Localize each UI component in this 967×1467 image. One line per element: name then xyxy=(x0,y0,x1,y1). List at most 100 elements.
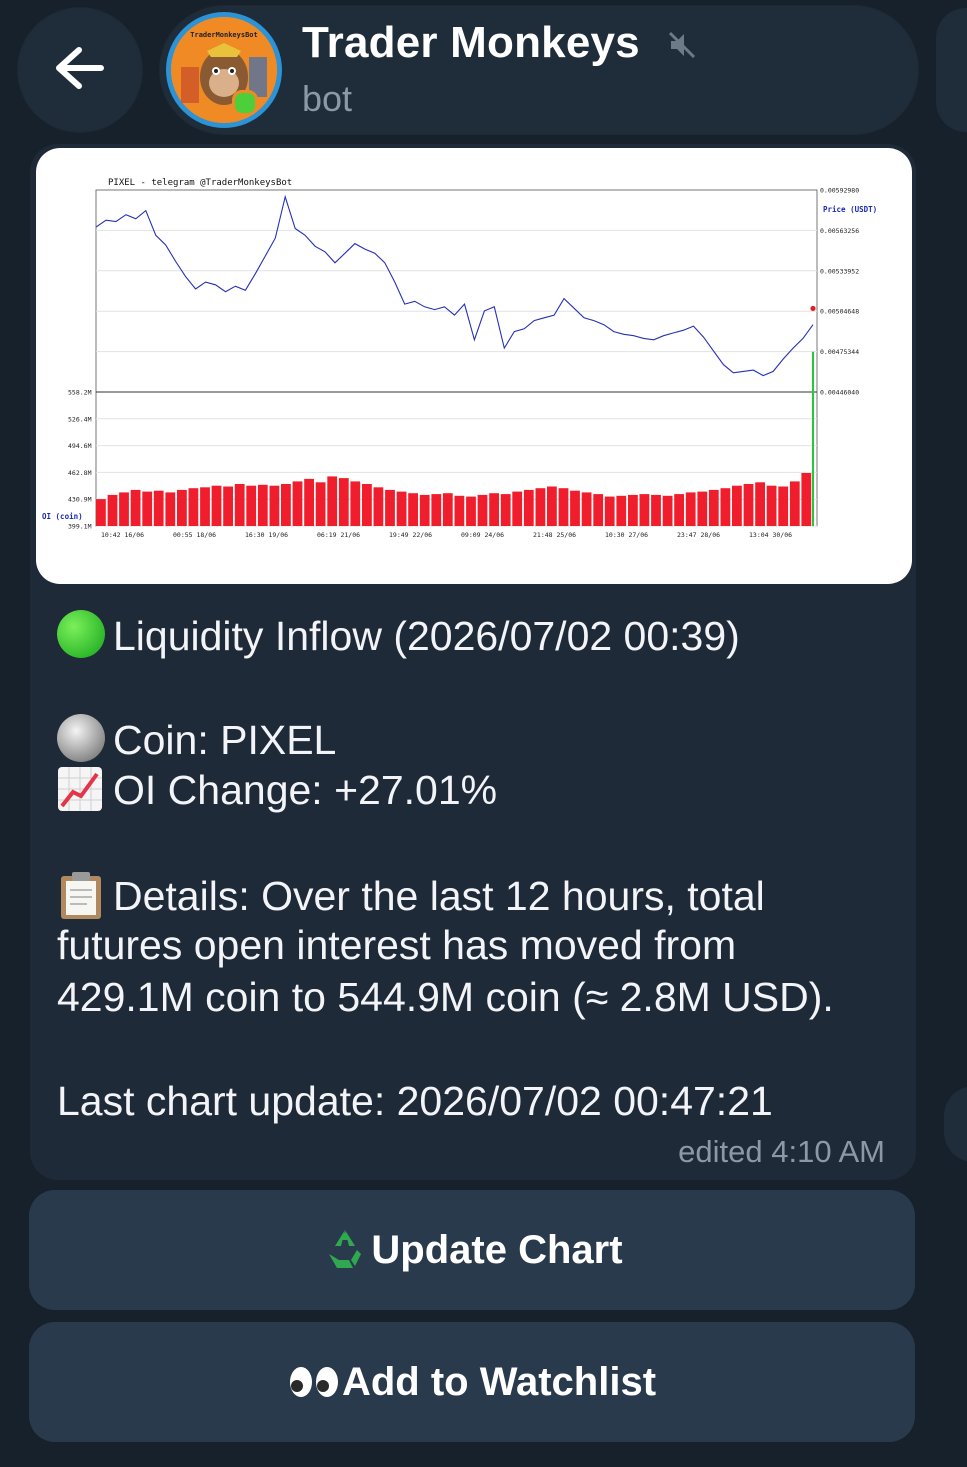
oi-tick-label: 399.1M xyxy=(68,523,92,531)
oi-bar xyxy=(130,489,141,526)
x-tick-label: 23:47 28/06 xyxy=(677,531,720,539)
update-chart-label: Update Chart xyxy=(371,1227,623,1272)
chat-header[interactable] xyxy=(160,6,918,134)
oi-bar xyxy=(616,495,627,526)
clipboard-icon xyxy=(57,870,105,920)
coin-icon xyxy=(57,714,105,762)
oi-bar xyxy=(558,488,569,526)
oi-bar xyxy=(674,494,684,526)
muted-icon xyxy=(668,30,696,65)
oi-bar xyxy=(651,494,661,526)
oi-change-text: OI Change: +27.01% xyxy=(113,767,498,813)
oi-bar xyxy=(628,494,638,526)
x-tick-label: 00:55 18/06 xyxy=(173,531,216,539)
details-text-1: Details: Over the last 12 hours, total xyxy=(113,873,765,919)
oi-bar xyxy=(685,492,696,526)
oi-bar xyxy=(165,492,176,526)
last-update-line: Last chart update: 2026/07/02 00:47:21 xyxy=(57,1078,773,1124)
arrow-left-icon xyxy=(55,46,105,95)
oi-bar xyxy=(766,485,777,526)
oi-bar xyxy=(350,481,361,526)
chart-increasing-icon xyxy=(57,766,103,812)
chart-image[interactable]: PIXEL - telegram @TraderMonkeysBot Price… xyxy=(36,148,912,584)
oi-bar xyxy=(639,494,650,526)
inflow-line: Liquidity Inflow (2026/07/02 00:39) xyxy=(57,610,740,660)
x-tick-label: 10:30 27/06 xyxy=(605,531,648,539)
oi-bar xyxy=(570,490,580,526)
oi-bar xyxy=(211,485,222,526)
oi-tick-label: 526.4M xyxy=(68,415,92,423)
oi-bar xyxy=(304,478,314,526)
oi-bar xyxy=(755,482,765,526)
oi-bar xyxy=(778,486,789,526)
x-tick-label: 16:30 19/06 xyxy=(245,531,288,539)
chat-title[interactable]: Trader Monkeys xyxy=(302,18,640,67)
details-line-2: futures open interest has moved from xyxy=(57,922,737,968)
price-series-line xyxy=(95,194,814,377)
oi-bar xyxy=(466,496,476,526)
oi-bar xyxy=(442,493,453,526)
oi-tick-label: 430.9M xyxy=(68,496,92,504)
oi-bar xyxy=(732,485,742,526)
oi-bar xyxy=(708,489,719,526)
last-price-marker xyxy=(810,305,816,312)
inflow-title: Liquidity Inflow (2026/07/02 00:39) xyxy=(113,613,740,659)
oi-bar xyxy=(408,493,418,526)
x-tick-label: 09:09 24/06 xyxy=(461,531,504,539)
oi-bar xyxy=(234,484,245,526)
chart-title: PIXEL - telegram @TraderMonkeysBot xyxy=(108,178,292,188)
oi-change-line: OI Change: +27.01% xyxy=(57,766,497,814)
oi-bar xyxy=(292,481,303,526)
svg-text:TraderMonkeysBot: TraderMonkeysBot xyxy=(190,31,257,39)
oi-bar xyxy=(801,473,812,526)
scroll-down-button[interactable] xyxy=(944,1086,967,1162)
plot-frame xyxy=(95,189,818,527)
coin-text: Coin: PIXEL xyxy=(113,717,337,763)
online-status-dot xyxy=(232,90,258,116)
oi-bar xyxy=(789,481,800,526)
oi-bar xyxy=(523,489,534,526)
oi-bar xyxy=(419,494,430,526)
oi-bar xyxy=(142,491,153,526)
oi-tick-label: 462.8M xyxy=(68,469,92,477)
header-action-button[interactable] xyxy=(936,8,967,132)
oi-bar xyxy=(119,492,129,526)
back-button[interactable] xyxy=(18,8,142,132)
oi-bar xyxy=(547,486,557,526)
oi-bar xyxy=(581,492,592,526)
oi-bar xyxy=(535,488,546,526)
oi-bar xyxy=(362,484,372,526)
update-chart-button[interactable]: Update Chart xyxy=(29,1190,915,1310)
oi-tick-label: 494.6M xyxy=(68,442,92,450)
oi-bar xyxy=(454,495,465,526)
coin-line: Coin: PIXEL xyxy=(57,714,336,764)
add-to-watchlist-button[interactable]: Add to Watchlist xyxy=(29,1322,915,1442)
x-tick-label: 19:49 22/06 xyxy=(389,531,432,539)
oi-bar xyxy=(720,488,731,526)
oi-bar xyxy=(489,493,499,526)
eyes-icon xyxy=(288,1362,340,1402)
bot-avatar[interactable]: TraderMonkeysBot xyxy=(166,12,282,128)
monkey-logo-icon: TraderMonkeysBot xyxy=(171,17,277,123)
price-axis-label: Price (USDT) xyxy=(823,205,877,214)
price-tick-label: 0.00446040 xyxy=(820,389,859,397)
recycle-icon xyxy=(321,1226,369,1274)
oi-bar xyxy=(246,485,257,526)
oi-bar xyxy=(396,491,407,526)
oi-bar xyxy=(107,494,118,526)
green-circle-icon xyxy=(57,610,105,658)
price-tick-label: 0.00533952 xyxy=(820,267,859,275)
chat-subtitle: bot xyxy=(302,78,353,119)
oi-bar xyxy=(373,487,384,526)
oi-bar xyxy=(315,482,326,526)
x-tick-label: 13:04 30/06 xyxy=(749,531,792,539)
oi-bar xyxy=(431,494,442,526)
oi-bar xyxy=(500,494,511,526)
oi-bar xyxy=(257,484,268,526)
oi-bar xyxy=(188,488,199,526)
price-tick-label: 0.00475344 xyxy=(820,348,859,356)
edited-timestamp: edited 4:10 AM xyxy=(678,1134,885,1169)
oi-bar xyxy=(327,476,338,526)
x-tick-label: 21:48 25/06 xyxy=(533,531,576,539)
price-tick-label: 0.00592980 xyxy=(820,187,859,195)
